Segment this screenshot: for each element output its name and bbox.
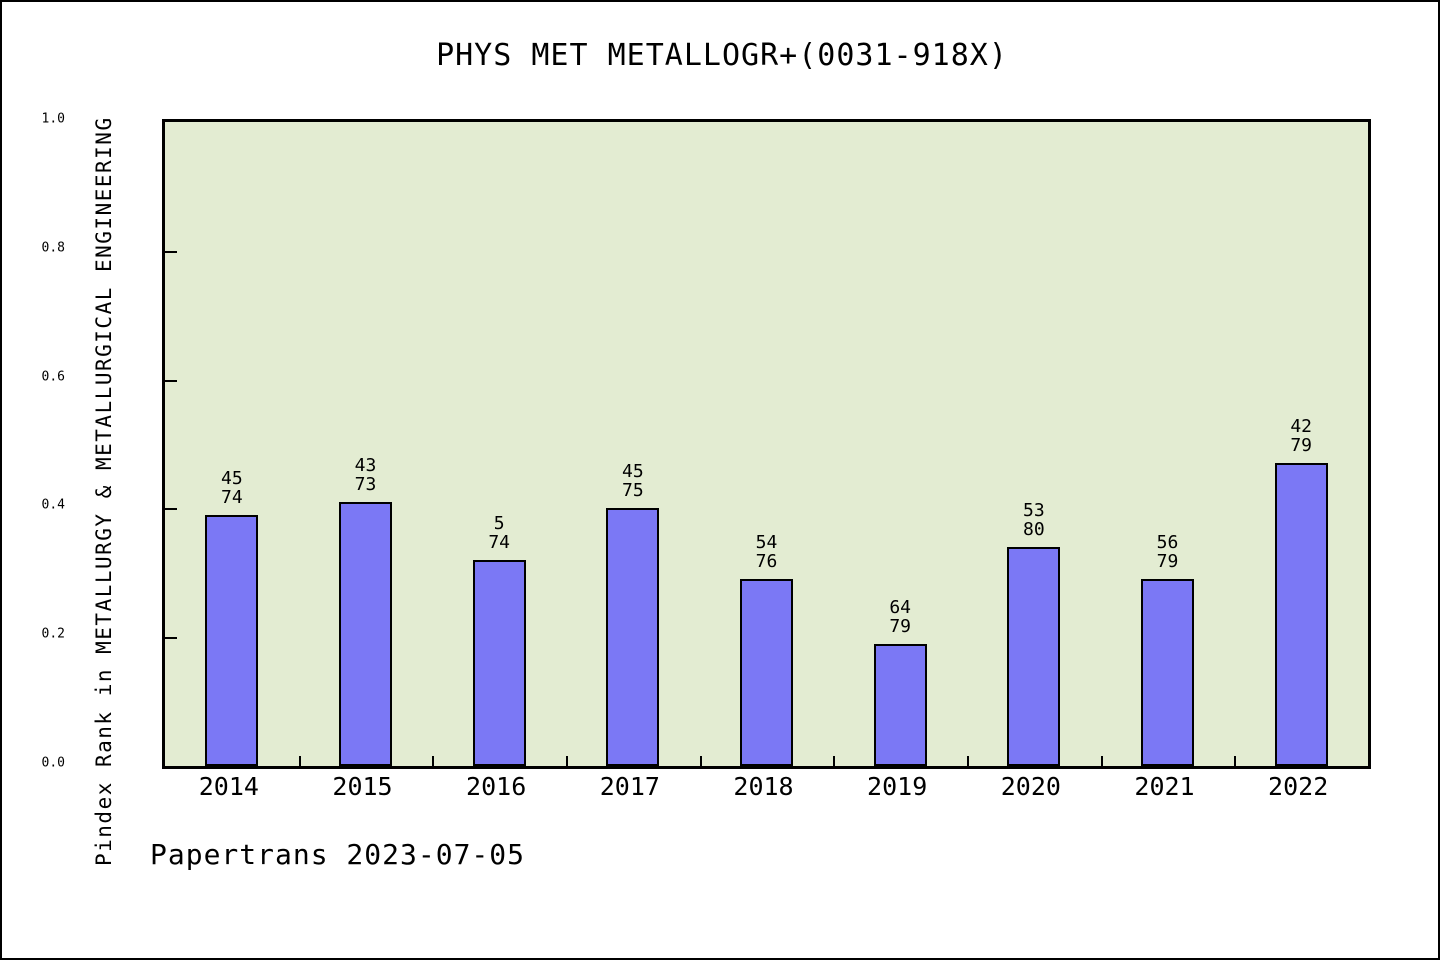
plot-inner: 45 74 43 73 5 74 45 75 54 76 64 79 53 80 56 79 4…	[165, 122, 1368, 766]
y-tick-label: 1.0	[41, 111, 65, 127]
x-tick-mark	[432, 756, 435, 766]
chart-title: PHYS MET METALLOGR+(0031-918X)	[436, 38, 1008, 73]
x-tick-mark	[833, 756, 836, 766]
y-tick-label: 0.2	[41, 626, 65, 642]
x-tick-label-2018: 2018	[733, 772, 794, 801]
bar-value-label-2021: 56 79	[1156, 532, 1179, 573]
y-tick-mark	[165, 250, 177, 253]
x-tick-label-2019: 2019	[867, 772, 928, 801]
bar-value-label-2020: 53 80	[1022, 500, 1045, 541]
bar-2016[interactable]	[472, 559, 526, 766]
x-tick-mark	[298, 756, 301, 766]
x-tick-mark	[967, 756, 969, 766]
y-tick-mark	[165, 379, 177, 382]
bar-2018[interactable]	[740, 579, 793, 766]
bar-value-label-2017: 45 75	[621, 461, 644, 502]
bar-value-label-2016: 5 74	[488, 512, 510, 553]
bar-value-label-2019: 64 79	[889, 596, 911, 637]
x-tick-label-2022: 2022	[1268, 772, 1329, 801]
bar-value-label-2015: 43 73	[354, 454, 377, 495]
bar-2020[interactable]	[1007, 547, 1061, 766]
x-tick-label-2015: 2015	[332, 772, 393, 801]
y-axis-title-area: Pindex Rank in METALLURGY & METALLURGICA…	[2, 2, 116, 882]
x-tick-mark	[699, 756, 702, 766]
y-tick-mark	[165, 637, 177, 640]
x-tick-label-2017: 2017	[599, 772, 660, 801]
footer-annotation: Papertrans 2023-07-05	[150, 838, 526, 871]
x-tick-label-2020: 2020	[1000, 772, 1061, 801]
y-axis-title: Pindex Rank in METALLURGY & METALLURGICA…	[92, 116, 116, 866]
y-tick-mark	[165, 508, 177, 511]
plot-area: 45 74 43 73 5 74 45 75 54 76 64 79 53 80 56 79 4…	[162, 119, 1371, 769]
bar-2019[interactable]	[873, 643, 927, 766]
x-tick-label-2016: 2016	[466, 772, 527, 801]
bar-2014[interactable]	[205, 514, 259, 766]
x-tick-mark	[566, 756, 568, 766]
x-tick-mark	[1100, 756, 1103, 766]
y-tick-label: 0.8	[41, 240, 65, 256]
bar-value-label-2014: 45 74	[220, 467, 243, 508]
bar-2017[interactable]	[606, 508, 660, 766]
y-tick-label: 0.4	[41, 497, 65, 513]
bar-value-label-2022: 42 79	[1290, 416, 1312, 457]
x-tick-label-2014: 2014	[198, 772, 259, 801]
x-tick-mark	[1234, 756, 1237, 766]
bar-2015[interactable]	[339, 501, 392, 766]
bar-2021[interactable]	[1141, 579, 1194, 766]
bar-value-label-2018: 54 76	[755, 532, 778, 573]
bar-2022[interactable]	[1274, 463, 1328, 766]
y-tick-label: 0.0	[41, 755, 65, 771]
y-tick-label: 0.6	[41, 369, 65, 385]
x-tick-label-2021: 2021	[1134, 772, 1195, 801]
